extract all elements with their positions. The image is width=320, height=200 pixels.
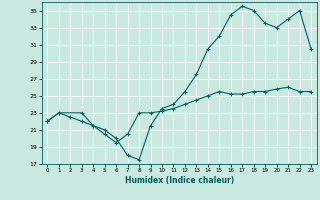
X-axis label: Humidex (Indice chaleur): Humidex (Indice chaleur) — [124, 176, 234, 185]
